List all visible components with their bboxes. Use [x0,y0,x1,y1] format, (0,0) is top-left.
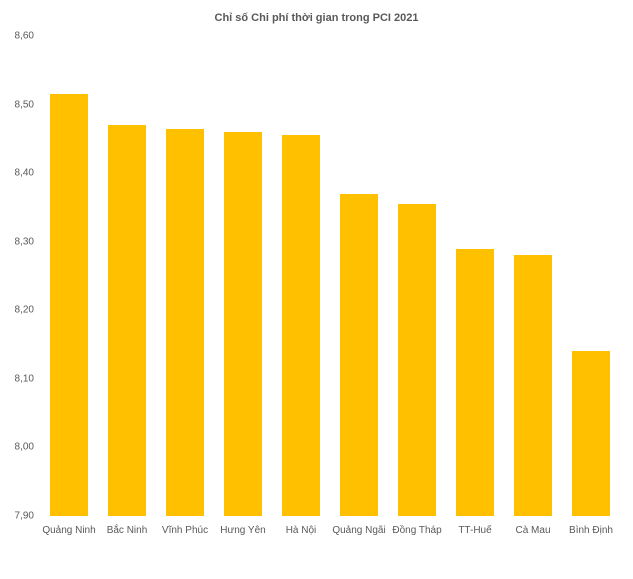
x-tick-label: Đồng Tháp [388,525,446,536]
x-tick-label: Hà Nội [272,525,330,536]
bar [398,204,436,516]
bar [340,194,378,516]
x-tick-label: Bình Định [562,525,620,536]
bar [224,132,262,516]
x-tick-label: Quảng Ninh [40,525,98,536]
bar [456,249,494,516]
bar [50,94,88,516]
x-tick-label: Bắc Ninh [98,525,156,536]
chart-title: Chỉ số Chi phí thời gian trong PCI 2021 [0,12,633,24]
bar [572,351,610,516]
x-tick-label: Hưng Yên [214,525,272,536]
x-tick-label: TT-Huế [446,525,504,536]
bar [108,125,146,516]
y-tick-label: 8,20 [0,305,34,316]
y-tick-label: 8,40 [0,168,34,179]
y-tick-label: 8,50 [0,99,34,110]
chart-container: Chỉ số Chi phí thời gian trong PCI 2021 … [0,0,633,579]
y-tick-label: 8,00 [0,442,34,453]
bar [514,255,552,516]
bar [166,129,204,516]
x-tick-label: Cà Mau [504,525,562,536]
x-tick-label: Quảng Ngãi [330,525,388,536]
x-tick-label: Vĩnh Phúc [156,525,214,536]
bar [282,135,320,516]
y-tick-label: 8,30 [0,236,34,247]
y-tick-label: 8,10 [0,373,34,384]
y-tick-label: 8,60 [0,31,34,42]
plot-area: Quảng NinhBắc NinhVĩnh PhúcHưng YênHà Nộ… [40,36,620,540]
y-tick-label: 7,90 [0,511,34,522]
